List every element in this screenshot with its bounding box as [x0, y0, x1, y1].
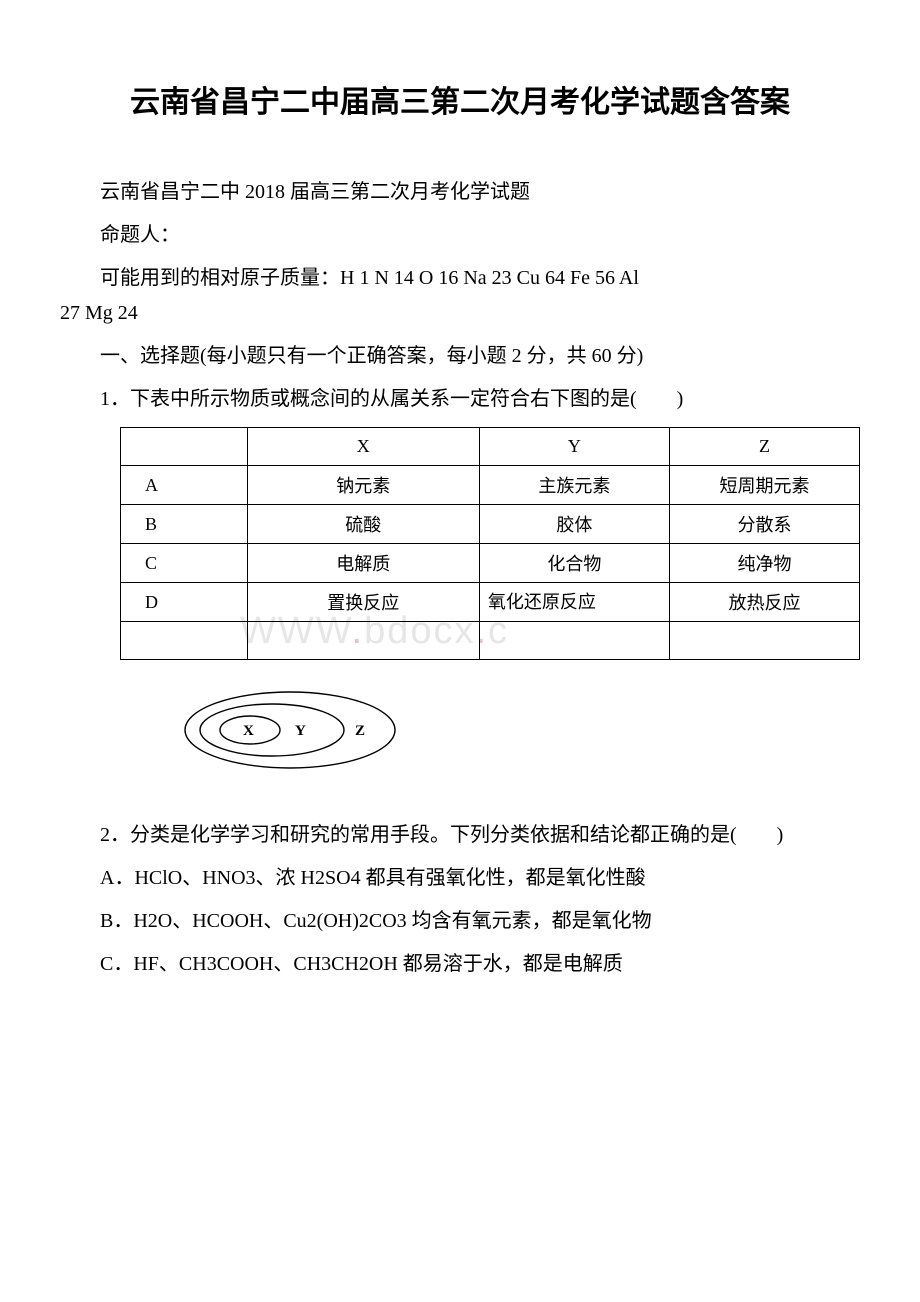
cell: B [121, 505, 248, 544]
cell: 纯净物 [669, 544, 859, 583]
cell: 钠元素 [247, 466, 479, 505]
author-line: 命题人： [60, 218, 860, 253]
cell [669, 622, 859, 660]
table-row: C 电解质 化合物 纯净物 [121, 544, 860, 583]
section-heading: 一、选择题(每小题只有一个正确答案，每小题 2 分，共 60 分) [60, 339, 860, 374]
table-row: A 钠元素 主族元素 短周期元素 [121, 466, 860, 505]
cell: 置换反应 [247, 583, 479, 622]
table-row: X Y Z [121, 428, 860, 466]
venn-label-y: Y [295, 723, 306, 739]
cell: C [121, 544, 248, 583]
table-row [121, 622, 860, 660]
cell [121, 622, 248, 660]
cell: 化合物 [479, 544, 669, 583]
cell: 短周期元素 [669, 466, 859, 505]
cell: A [121, 466, 248, 505]
th-x: X [247, 428, 479, 466]
cell [479, 622, 669, 660]
option-a: A．HClO、HNO3、浓 H2SO4 都具有强氧化性，都是氧化性酸 [60, 861, 860, 896]
venn-middle-ellipse [200, 704, 344, 756]
option-b: B．H2O、HCOOH、Cu2(OH)2CO3 均含有氧元素，都是氧化物 [60, 904, 860, 939]
atomic-mass-line2: 27 Mg 24 [60, 296, 860, 331]
page-title: 云南省昌宁二中届高三第二次月考化学试题含答案 [60, 80, 860, 125]
school-line: 云南省昌宁二中 2018 届高三第二次月考化学试题 [60, 175, 860, 210]
cell: 硫酸 [247, 505, 479, 544]
th-blank [121, 428, 248, 466]
cell [247, 622, 479, 660]
venn-label-z: Z [355, 723, 365, 739]
venn-label-x: X [243, 723, 254, 739]
table-row: B 硫酸 胶体 分散系 [121, 505, 860, 544]
cell: 分散系 [669, 505, 859, 544]
cell: D [121, 583, 248, 622]
table-row: D 置换反应 氧化还原反应 放热反应 [121, 583, 860, 622]
q1-table: X Y Z A 钠元素 主族元素 短周期元素 B 硫酸 胶体 分散系 C 电解质… [120, 427, 860, 660]
cell: 氧化还原反应 [479, 583, 669, 622]
th-y: Y [479, 428, 669, 466]
cell: 主族元素 [479, 466, 669, 505]
atomic-mass: 可能用到的相对原子质量：H 1 N 14 O 16 Na 23 Cu 64 Fe… [60, 261, 860, 331]
cell: 放热反应 [669, 583, 859, 622]
option-c: C．HF、CH3COOH、CH3CH2OH 都易溶于水，都是电解质 [60, 947, 860, 982]
atomic-mass-line1: 可能用到的相对原子质量：H 1 N 14 O 16 Na 23 Cu 64 Fe… [60, 261, 860, 296]
cell: 电解质 [247, 544, 479, 583]
th-z: Z [669, 428, 859, 466]
cell: 胶体 [479, 505, 669, 544]
question-2: 2．分类是化学学习和研究的常用手段。下列分类依据和结论都正确的是( ) [60, 818, 860, 853]
venn-diagram: X Y Z [180, 688, 420, 773]
question-1: 1．下表中所示物质或概念间的从属关系一定符合右下图的是( ) [60, 382, 860, 417]
